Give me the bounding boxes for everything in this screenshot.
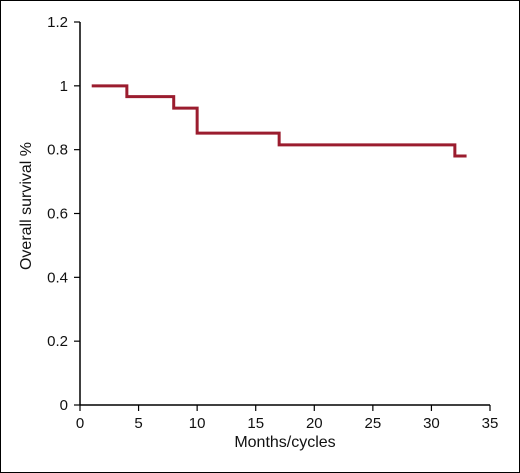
y-tick-label: 0.6 [47,206,68,223]
y-tick-label: 0 [60,397,68,414]
x-tick-label: 35 [482,415,499,432]
chart-axes [79,22,490,406]
y-tick-label: 0.4 [47,269,68,286]
y-tick-label: 0.8 [47,142,68,159]
x-tick-label: 25 [365,415,382,432]
y-tick-label: 0.2 [47,333,68,350]
y-ticks: 0 0.2 0.4 0.6 0.8 1 1.2 [47,14,80,414]
x-tick-label: 10 [189,415,206,432]
y-tick-label: 1 [60,78,68,95]
x-tick-label: 20 [306,415,323,432]
x-tick-label: 15 [247,415,264,432]
survival-curve-line [91,84,467,158]
x-ticks: 0 5 10 15 20 25 30 35 [76,405,499,432]
x-tick-label: 0 [76,415,84,432]
series-layer [91,84,467,158]
x-tick-label: 30 [423,415,440,432]
y-axis-title: Overall survival % [18,142,35,270]
x-axis-title: Months/cycles [234,434,335,451]
y-tick-label: 1.2 [47,14,68,31]
x-tick-label: 5 [134,415,142,432]
